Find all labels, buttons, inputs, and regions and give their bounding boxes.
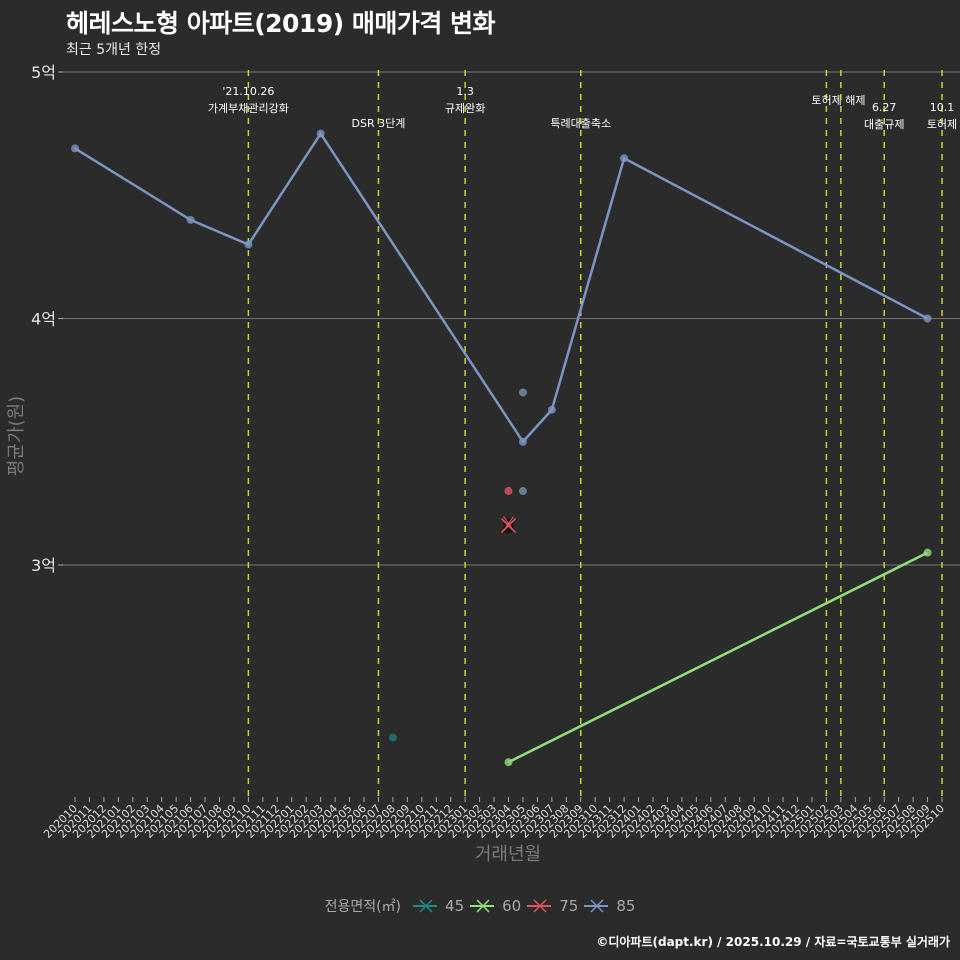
data-point-85 [620, 154, 629, 163]
legend-key-icon [470, 899, 495, 913]
event-label: 특례대출축소 [550, 117, 611, 130]
legend-label: 85 [616, 897, 636, 915]
event-label: 6.27 [872, 101, 897, 114]
data-point-60 [504, 758, 513, 767]
source-caption: ©디아파트(dapt.kr) / 2025.10.29 / 자료=국토교통부 실… [596, 935, 950, 949]
data-point-85 [186, 215, 195, 224]
data-point-60 [923, 548, 932, 557]
data-point-85 [923, 314, 932, 323]
data-point-75 [504, 487, 513, 496]
event-label: 토허제 [927, 118, 957, 131]
legend-item-75: 75 [527, 897, 578, 915]
legend: 전용면적(㎡) 45 60 75 85 [0, 896, 960, 916]
y-tick-label: 4억 [31, 310, 56, 329]
legend-key-icon [413, 899, 438, 913]
event-label: DSR 3단계 [352, 117, 406, 130]
legend-title: 전용면적(㎡) [324, 899, 402, 915]
event-label: 대출규제 [864, 118, 904, 131]
cross-marker [503, 516, 514, 531]
chart-title: 헤레스노형 아파트(2019) 매매가격 변화 [66, 9, 496, 38]
data-point-45 [388, 733, 397, 742]
event-label: 10.1 [930, 101, 955, 114]
legend-key-icon [527, 899, 552, 913]
event-label: 토허제 해제 [811, 93, 865, 107]
event-label: 규제완화 [445, 102, 485, 115]
legend-label: 75 [559, 897, 579, 915]
chart-subtitle: 최근 5개년 한정 [66, 42, 162, 58]
data-point-85 [518, 487, 527, 496]
legend-item-85: 85 [584, 897, 635, 915]
event-label: '21.10.26 [222, 85, 274, 98]
data-point-85 [244, 240, 253, 249]
x-axis-label: 거래년월 [475, 844, 541, 865]
y-tick-label: 5억 [31, 63, 56, 82]
legend-item-60: 60 [470, 897, 521, 915]
legend-label: 60 [502, 897, 522, 915]
series-line-60 [507, 551, 929, 764]
event-label: 가계부채관리강화 [208, 102, 289, 115]
data-point-85 [518, 388, 527, 397]
y-tick-label: 3억 [31, 556, 56, 575]
legend-label: 45 [445, 897, 465, 915]
legend-item-45: 45 [413, 897, 464, 915]
legend-key-icon [584, 899, 609, 913]
data-point-85 [71, 144, 79, 153]
series-line-85 [74, 131, 929, 444]
event-label: 1.3 [456, 85, 474, 98]
y-axis-label: 평균가(원) [6, 396, 27, 476]
data-point-85 [518, 437, 527, 446]
data-point-85 [547, 405, 556, 414]
data-point-85 [316, 129, 325, 138]
